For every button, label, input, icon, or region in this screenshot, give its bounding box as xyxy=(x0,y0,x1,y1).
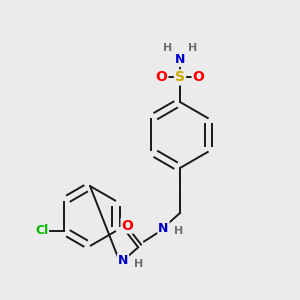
Text: Cl: Cl xyxy=(35,224,48,238)
Text: N: N xyxy=(175,53,185,66)
Text: O: O xyxy=(122,219,134,232)
Text: O: O xyxy=(193,70,205,84)
Text: S: S xyxy=(175,70,185,84)
Text: H: H xyxy=(175,226,184,236)
Text: N: N xyxy=(118,254,128,268)
Text: H: H xyxy=(163,43,172,53)
Text: O: O xyxy=(155,70,167,84)
Text: H: H xyxy=(134,259,143,269)
Text: N: N xyxy=(158,221,169,235)
Text: H: H xyxy=(188,43,197,53)
